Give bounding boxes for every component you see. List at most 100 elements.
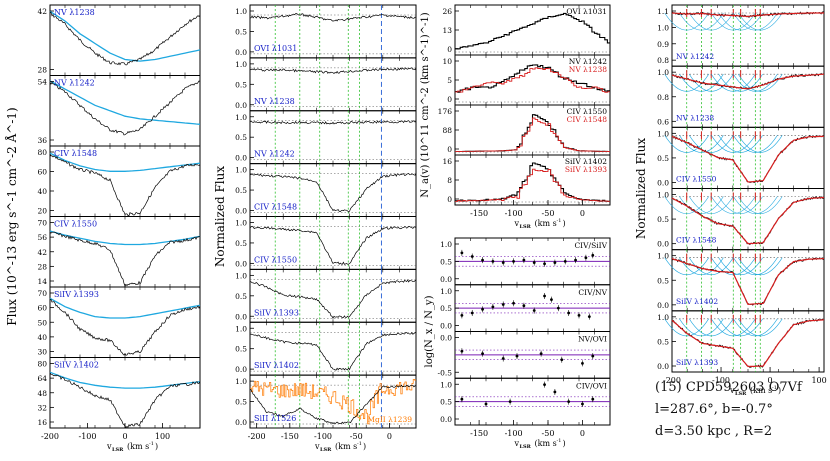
x-axis-label-sub: LSR: [112, 447, 124, 453]
x-tick-label: 0: [580, 429, 585, 438]
y-tick-label: 16: [442, 157, 452, 166]
ratio-point: [543, 294, 546, 298]
ion-label: SiIV λ1393: [54, 290, 99, 299]
ratio-point: [581, 361, 584, 365]
y-tick-label: 0: [447, 195, 452, 204]
y-tick-label: 20: [37, 207, 47, 216]
y-axis-label: Normalized Flux: [213, 166, 227, 267]
component-profile: [679, 12, 724, 31]
ion-label: NV λ1242: [569, 57, 607, 66]
y-tick-label: 0.5: [235, 186, 247, 195]
na-profile-line: [455, 168, 610, 202]
component-profile: [718, 74, 763, 92]
ratio-point: [481, 307, 484, 311]
y-tick-label: 0.0: [440, 275, 452, 284]
ratio-point: [460, 349, 464, 353]
ion-label: SiII λ1526: [254, 414, 296, 423]
x-tick-label: -50: [542, 209, 555, 218]
y-tick-label: 0.8: [657, 56, 669, 65]
x-axis-label-unit: (km s: [127, 442, 149, 451]
y-tick-label: 28: [37, 66, 47, 75]
y-tick-label: 5: [447, 76, 452, 85]
component-profile: [733, 257, 778, 275]
continuum-fit-line: [49, 297, 201, 319]
component-profile: [711, 135, 756, 153]
normalized-spectrum-line: [249, 13, 417, 22]
ion-label: SiIV λ1393: [254, 308, 299, 317]
ratio-point: [539, 352, 543, 356]
ratio-point: [543, 262, 546, 266]
y-tick-label: 0.0: [657, 240, 669, 249]
ion-label: CIV λ1550: [567, 107, 608, 116]
ratio-point: [532, 309, 536, 312]
y-tick-label: 80: [37, 360, 47, 369]
component-profile: [711, 12, 756, 31]
ratio-point: [553, 390, 557, 394]
component-profile: [718, 135, 763, 153]
y-tick-label: 1.0: [235, 60, 247, 69]
y-tick-label: 40: [37, 187, 47, 196]
ion-label: CIV λ1550: [676, 175, 717, 184]
y-tick-label: 0.0: [235, 259, 247, 268]
normalized-spectrum-line: [249, 332, 417, 371]
normalized-panel-siiv-1402: 1.0 0.5 0.0 SiIV λ1402: [235, 321, 417, 376]
y-tick-label: 0.8: [657, 93, 669, 102]
y-tick-label: 0.0: [235, 418, 247, 427]
y-tick-label: 60: [37, 304, 47, 313]
ratio-panel-nv-ovi: 0.0 -0.5 NV/OVI: [438, 331, 611, 379]
y-tick-label: 1.1: [657, 7, 669, 16]
ratio-point: [460, 313, 464, 317]
y-tick-label: 1.0: [235, 219, 247, 228]
component-profile: [738, 318, 783, 337]
ion-label-mgii: MgII λ1239: [367, 415, 412, 424]
ratio-point: [543, 383, 546, 387]
component-profile: [679, 196, 724, 214]
normalized-spectrum-line: [249, 384, 417, 425]
y-tick-label: 0: [447, 95, 452, 104]
x-tick-label: -50: [542, 429, 555, 438]
normalized-panel-siii-1526: MgII λ1239 1.0 0.5 0.0 SiII λ1526: [235, 374, 417, 429]
y-tick-label: 0.0: [235, 207, 247, 216]
x-axis-label-v: v: [514, 219, 520, 228]
ratio-point: [567, 400, 571, 404]
x-axis-label-exp: -1: [557, 218, 562, 224]
x-axis-label-close: ): [155, 442, 158, 451]
x-tick-label: -100: [505, 429, 523, 438]
y-tick-label: 1.0: [235, 7, 247, 16]
na-profile-line: [455, 64, 610, 93]
x-tick-label: 0: [580, 209, 585, 218]
y-tick-label: 50: [37, 318, 47, 327]
x-axis-label-sub: LSR: [520, 224, 532, 230]
x-tick-label: 0: [122, 432, 127, 441]
y-tick-label: 0.0: [440, 334, 452, 343]
y-tick-label: 1.0: [657, 313, 669, 322]
y-tick-label: 10: [442, 57, 452, 66]
component-profile: [718, 318, 763, 337]
x-tick-label: 100: [811, 376, 826, 385]
component-profile: [738, 12, 783, 31]
y-tick-label: 0.6: [657, 117, 669, 126]
ratio-point: [591, 354, 595, 358]
ratio-point: [515, 354, 519, 358]
normalized-panel-nv-1242: 1.0 0.5 0.0 NV λ1242: [235, 110, 417, 165]
ion-label: NV λ1242: [676, 52, 714, 61]
y-tick-label: 0.0: [235, 365, 247, 374]
y-tick-label: 0.5: [657, 215, 669, 224]
ion-label: SiIV λ1402: [565, 157, 607, 166]
model-fit-line: [671, 258, 825, 306]
ratio-label: CIV/OVI: [576, 381, 607, 390]
y-tick-label: 0.0: [235, 154, 247, 163]
y-tick-label: 1.0: [235, 271, 247, 280]
fit-panel-civ-1550: 1.0 0.5 0.0 CIV λ1550: [657, 126, 825, 190]
y-axis-label: log(N_x / N_y): [424, 295, 435, 367]
component-profile: [733, 135, 778, 153]
ion-label: OVI λ1031: [566, 7, 607, 16]
component-profile: [688, 74, 734, 92]
ratio-point: [491, 259, 495, 263]
y-tick-label: 16: [37, 418, 47, 427]
model-fit-line: [671, 135, 825, 183]
caption-distance: d=3.50 kpc , R=2: [655, 424, 773, 439]
ion-label: CIV λ1548: [54, 149, 97, 158]
continuum-fit-line: [49, 230, 201, 246]
